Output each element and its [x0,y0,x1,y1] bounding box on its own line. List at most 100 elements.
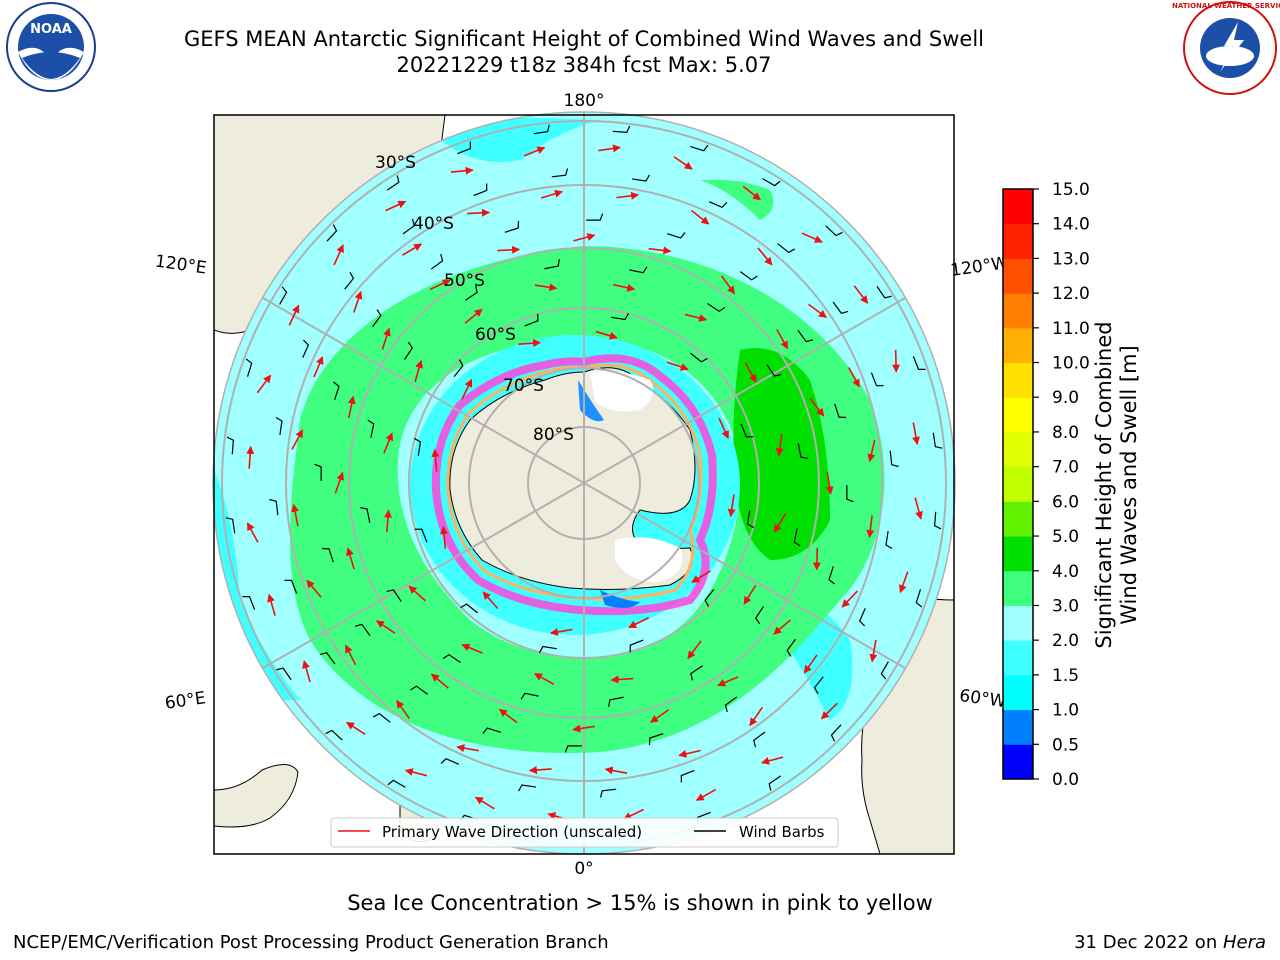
wave-direction-arrow [533,672,555,686]
wind-barb [885,531,893,549]
wind-barb [465,285,478,301]
colorbar-cell [1003,536,1033,572]
wave-direction-arrow [404,768,428,777]
wave-direction-arrow [246,445,255,469]
colorbar-frame [1002,188,1034,780]
wave-direction-arrow [474,796,495,810]
wave-direction-arrow [648,246,672,255]
wave-direction-arrow [717,676,739,687]
wave-direction-arrow [825,472,834,495]
wave-direction-arrow [808,303,827,319]
land-antarctica [449,367,696,590]
wind-barb [667,232,686,239]
wind-barb [915,589,923,608]
wind-barb [834,403,847,419]
wave-height-field [213,112,955,854]
wave-direction-arrow [430,673,449,689]
wave-direction-arrow [573,233,596,242]
wind-barb [690,352,708,363]
colorbar-cell [1003,605,1033,641]
wind-barb [430,253,444,270]
footer-branch: NCEP/EMC/Verification Post Processing Pr… [13,932,609,953]
wind-barb [402,218,415,235]
wind-barb [386,175,400,191]
wind-barb [276,667,292,681]
wind-barb [739,271,758,281]
wave-direction-arrow [678,749,701,758]
wave-direction-arrow [344,644,357,666]
wind-barb [690,144,709,152]
lat-label-50s: 50°S [444,271,485,291]
wave-direction-arrow [841,590,858,608]
wave-direction-arrow [912,422,920,445]
wind-barb [777,243,796,254]
lon-label-60w: 60°W [958,686,1007,712]
wave-direction-arrow [334,471,345,494]
wave-direction-arrow [291,503,300,527]
legend-wave-direction: Primary Wave Direction (unscaled) [382,823,642,841]
wave-direction-arrow [256,374,272,394]
wind-barb [372,309,382,328]
wind-barb [482,727,501,734]
wind-barb [225,517,236,534]
wave-direction-arrow [267,593,276,616]
wind-barb [768,775,782,791]
nws-logo: NATIONAL WEATHER SERVICE [1172,1,1280,95]
wind-barb [314,463,322,481]
wind-barb [766,364,782,377]
wind-barb [333,381,340,400]
wave-direction-arrow [695,788,717,801]
wave-direction-arrow [673,156,693,170]
wave-direction-arrow [892,349,901,373]
map-frame [213,114,955,855]
wave-direction-arrow [914,497,923,520]
lon-label-120w: 120°W [949,253,1009,281]
wave-direction-arrow [518,339,542,348]
colorbar-title-line1: Significant Height of Combined [1092,321,1116,649]
lon-label-0: 0° [574,859,593,879]
colorbar-cell [1003,397,1033,433]
wind-barb [858,607,866,627]
wave-direction-arrow [467,208,490,217]
wave-direction-arrow [604,766,628,775]
wave-direction-arrow [595,330,618,340]
wind-barb [326,224,338,242]
colorbar-tick-label: 10.0 [1052,354,1090,374]
wind-barb [889,450,899,468]
lat-label-80s: 80°S [533,425,574,445]
wind-barb [753,731,766,748]
colorbar-cell [1003,744,1033,780]
wind-barb [442,653,461,664]
wind-barb [746,510,754,529]
colorbar-tick-label: 6.0 [1052,492,1079,512]
wave-direction-arrow [610,675,634,684]
wave-direction-arrow [523,146,546,157]
wind-barb [473,183,488,197]
wave-direction-arrow [775,433,784,457]
footer-date: 31 Dec 2022 on Hera [1074,932,1266,953]
wind-barbs [225,124,943,842]
wind-barb [762,178,781,187]
wave-direction-arrow [431,448,440,472]
wind-barb [533,124,550,135]
wind-barb [740,423,754,438]
wave-direction-arrow [801,232,823,243]
wind-barb [707,302,726,313]
colorbar-cell [1003,570,1033,606]
chart-title: GEFS MEAN Antarctic Significant Height o… [183,27,985,51]
wind-barb [912,356,926,370]
wind-barb [544,259,560,270]
wave-direction-arrow [666,361,689,371]
colorbar-tick-label: 3.0 [1052,596,1079,616]
wind-barb [629,639,644,653]
wave-direction-arrow [534,283,558,292]
colorbar-cell [1003,674,1033,711]
lon-label-60e: 60°E [164,688,207,713]
wind-barb [629,266,648,274]
wave-direction-arrow [396,700,411,720]
wind-barb [414,528,428,543]
wind-barb [372,712,391,723]
wind-barb [410,685,429,695]
colorbar: 15.0 14.0 13.0 12.0 11.0 10.0 9.0 8.0 7.0 6.0 5.0 4… [1002,180,1090,790]
wind-barb [242,596,256,610]
